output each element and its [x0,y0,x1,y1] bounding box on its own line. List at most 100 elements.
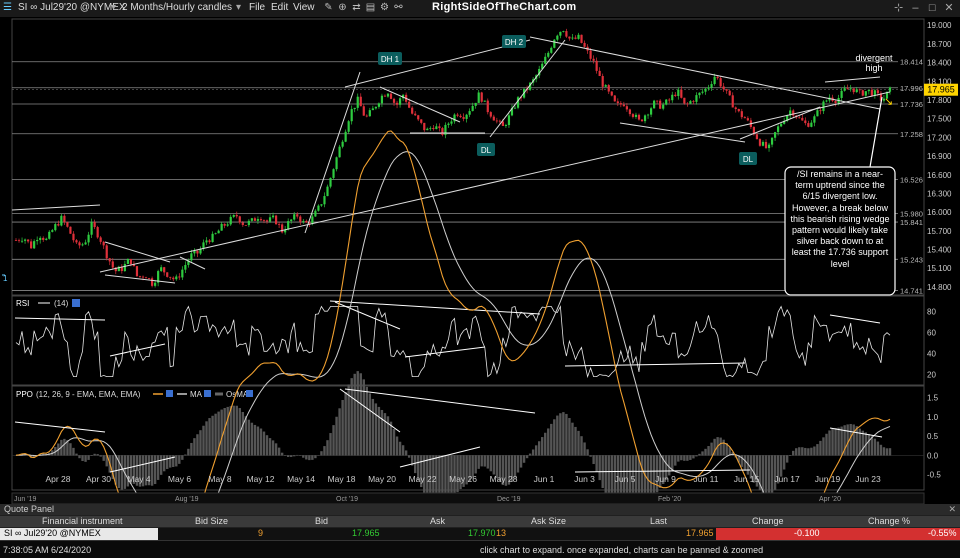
col-instrument[interactable]: Financial instrument [42,516,123,526]
candle-body [66,222,68,227]
osma-bar [154,455,156,484]
quote-last: 17.965 [686,528,714,538]
osma-bar [269,438,271,456]
callout-text: /SI remains in a near-term uptrend since… [788,169,892,270]
candle-body [351,109,353,121]
close-quote-panel-icon[interactable]: ✕ [948,504,956,515]
osma-bar [889,448,891,455]
col-bid-size[interactable]: Bid Size [195,516,228,526]
candle-body [54,224,56,230]
print-icon[interactable]: ▤ [364,2,377,14]
rsi-toggle-icon[interactable] [72,299,80,307]
menu-file[interactable]: File [249,2,265,13]
candle-body [30,241,32,248]
ppo-tick-label: 1.0 [927,413,939,422]
candle-body [91,222,93,235]
ma-toggle-icon[interactable] [204,390,211,397]
col-last[interactable]: Last [650,516,667,526]
osma-bar [81,455,83,461]
candle-body [792,110,794,115]
price-chart[interactable]: 18.41417.99617.73617.25816.52615.98015.8… [0,17,960,504]
osma-bar [544,433,546,456]
menu-edit[interactable]: Edit [271,2,288,13]
osma-bar [774,455,776,489]
pin-icon[interactable]: ⊹ [892,1,906,14]
candle-body [608,85,610,91]
candle-body [224,224,226,226]
candle-body [671,95,673,100]
candle-body [420,119,422,123]
link-icon[interactable]: ⚯ [392,2,405,14]
col-ask-size[interactable]: Ask Size [531,516,566,526]
candle-body [559,32,561,36]
candle-body [33,241,35,248]
candle-body [27,240,29,242]
osma-bar [816,444,818,456]
candle-body [568,37,570,39]
osma-bar [314,455,316,458]
settings-icon[interactable]: ⚙ [378,2,391,14]
compare-icon[interactable]: ⇄ [350,2,363,14]
svg-text:DH 1: DH 1 [381,55,400,64]
osma-bar [768,455,770,496]
osma-bar [795,448,797,455]
candle-body [109,258,111,261]
osma-bar [868,434,870,456]
ppo-tick-label: -0.5 [927,471,941,480]
candle-body [69,227,71,234]
osma-toggle-icon[interactable] [246,390,253,397]
chart-menu-icon[interactable]: ☰ [3,2,12,13]
overview-strip[interactable] [12,493,924,504]
osma-bar [547,428,549,455]
candle-body [323,196,325,204]
col-bid[interactable]: Bid [315,516,328,526]
ppo-toggle-icon[interactable] [166,390,173,397]
osma-bar [722,440,724,456]
osma-bar [765,455,767,495]
osma-bar [226,407,228,456]
candle-body [565,31,567,37]
close-icon[interactable]: ✕ [942,1,956,14]
osma-bar [84,455,86,462]
menu-view[interactable]: View [293,2,315,13]
candle-body [42,238,44,240]
candle-body [60,216,62,226]
draw-icon[interactable]: ✎ [322,2,335,14]
osma-bar [786,455,788,462]
quote-instrument[interactable]: SI ∞ Jul29'20 @NYMEX [0,528,158,540]
interval-chevron-icon[interactable]: ▾ [236,2,241,13]
candle-body [348,121,350,132]
candle-body [732,95,734,107]
level-label: 18.414 [900,58,923,67]
candle-body [456,115,458,116]
osma-bar [78,455,80,458]
symbol-selector[interactable]: SI ∞ Jul29'20 @NYMEX [18,2,126,13]
col-ask[interactable]: Ask [430,516,445,526]
x-tick-label: May 26 [449,474,477,484]
osma-bar [187,449,189,456]
candle-body [868,90,870,91]
candle-body [305,221,307,223]
minimize-icon[interactable]: – [908,2,922,14]
osma-bar [405,450,407,455]
candle-body [556,36,558,40]
osma-bar [813,446,815,455]
col-change[interactable]: Change [752,516,784,526]
candle-body [94,222,96,227]
chevron-down-icon[interactable]: ▾ [111,2,116,13]
col-change-pct[interactable]: Change % [868,516,910,526]
quote-bid: 17.965 [352,528,380,538]
candle-body [562,31,564,32]
maximize-icon[interactable]: □ [925,2,939,14]
osma-bar [874,439,876,456]
quote-row[interactable]: SI ∞ Jul29'20 @NYMEX 9 17.965 17.970 13 … [0,528,960,540]
osma-bar [592,455,594,464]
x-tick-label: Jun 3 [574,474,595,484]
x-tick-label: May 18 [328,474,356,484]
interval-selector[interactable]: 2 Months/Hourly candles [122,2,232,13]
candle-body [15,240,17,241]
zoom-icon[interactable]: ⊕ [336,2,349,14]
osma-bar [541,437,543,456]
osma-bar [375,403,377,455]
candle-body [593,59,595,61]
